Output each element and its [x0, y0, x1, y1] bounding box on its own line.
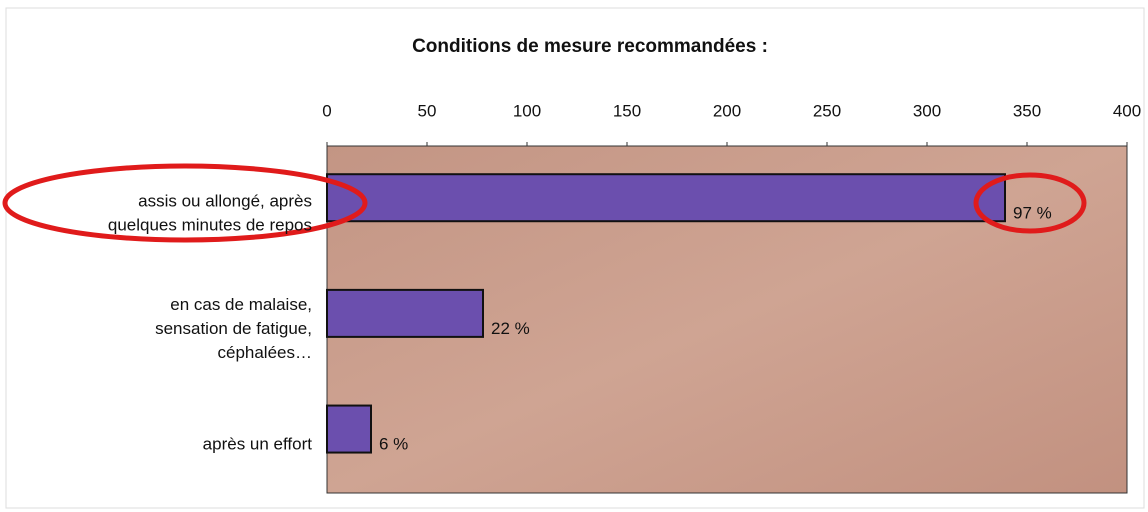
x-tick-label: 400 — [1113, 101, 1141, 120]
y-tick-label: assis ou allongé, après — [138, 191, 312, 210]
chart-title: Conditions de mesure recommandées : — [412, 36, 768, 57]
y-tick-label: en cas de malaise, — [170, 295, 312, 314]
data-label: 6 % — [379, 435, 408, 454]
x-tick-label: 50 — [418, 101, 437, 120]
highlight-ellipse — [973, 172, 1087, 234]
x-tick-label: 100 — [513, 101, 541, 120]
y-tick-label: sensation de fatigue, — [155, 319, 312, 338]
bar — [326, 173, 1006, 223]
bar — [326, 404, 372, 454]
y-tick-label: céphalées… — [217, 343, 312, 362]
x-tick-label: 350 — [1013, 101, 1041, 120]
data-label: 97 % — [1013, 203, 1052, 222]
y-tick-label: après un effort — [203, 435, 313, 454]
frame — [5, 7, 1145, 509]
x-tick-label: 300 — [913, 101, 941, 120]
highlight-ellipse — [2, 163, 368, 243]
x-tick-label: 150 — [613, 101, 641, 120]
x-tick-label: 0 — [322, 101, 331, 120]
data-label: 22 % — [491, 319, 530, 338]
bar — [326, 288, 484, 338]
y-tick-label: quelques minutes de repos — [108, 215, 312, 234]
x-tick-label: 200 — [713, 101, 741, 120]
marks — [326, 142, 1128, 454]
x-tick-label: 250 — [813, 101, 841, 120]
